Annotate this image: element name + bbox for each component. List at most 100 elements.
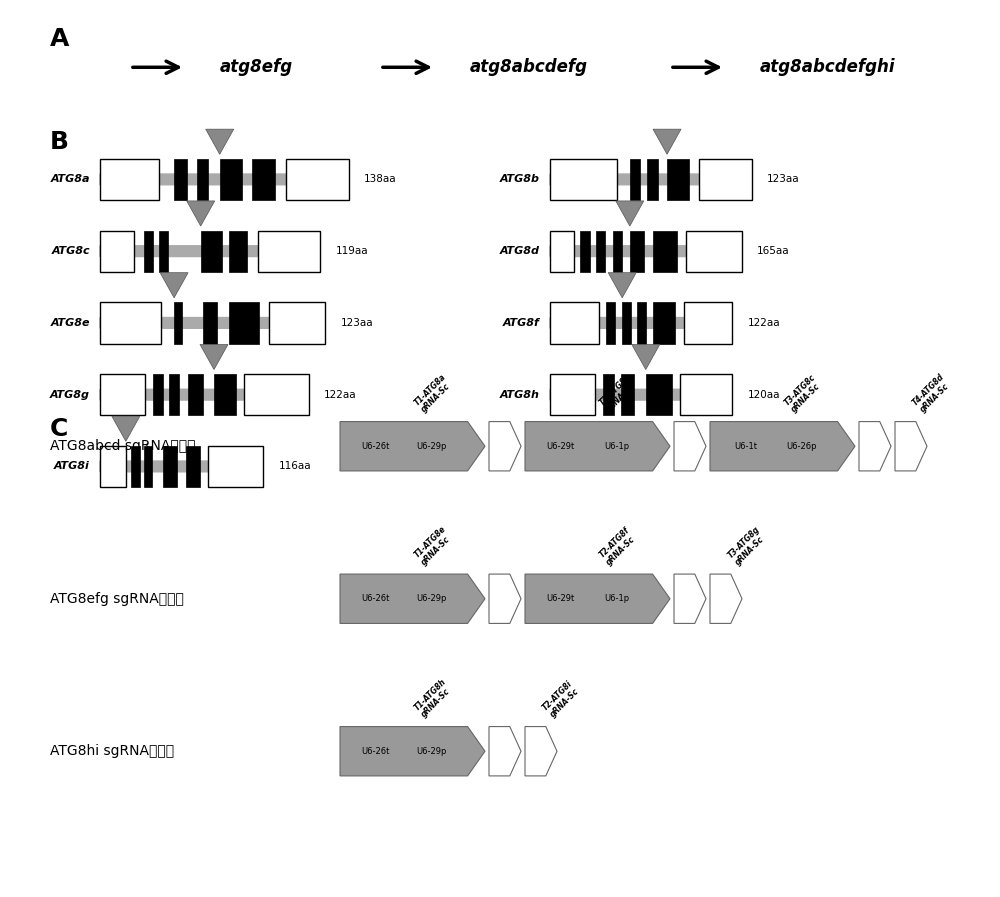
Bar <box>131 446 140 487</box>
Bar <box>258 231 320 272</box>
FancyArrow shape <box>550 243 742 259</box>
FancyArrow shape <box>550 387 732 403</box>
Bar <box>197 159 208 200</box>
Polygon shape <box>489 422 521 471</box>
Polygon shape <box>489 574 521 623</box>
Text: 122aa: 122aa <box>324 389 357 400</box>
Text: ATG8abcd sgRNA表达盒: ATG8abcd sgRNA表达盒 <box>50 440 196 453</box>
Polygon shape <box>525 574 670 623</box>
Bar <box>550 302 599 344</box>
Polygon shape <box>895 422 927 471</box>
Bar <box>203 302 217 344</box>
Bar <box>686 231 742 272</box>
Text: ATG8hi sgRNA表达盒: ATG8hi sgRNA表达盒 <box>50 745 174 758</box>
Bar <box>630 159 640 200</box>
Bar <box>208 446 263 487</box>
FancyArrow shape <box>100 315 325 331</box>
Text: ATG8c: ATG8c <box>51 246 90 257</box>
Bar <box>596 231 605 272</box>
Bar <box>144 231 153 272</box>
Text: ATG8h: ATG8h <box>500 389 540 400</box>
Bar <box>647 159 658 200</box>
Polygon shape <box>340 727 485 776</box>
Polygon shape <box>200 344 228 370</box>
Bar <box>269 302 325 344</box>
Polygon shape <box>489 727 521 776</box>
Text: ATG8f: ATG8f <box>503 318 540 328</box>
Polygon shape <box>160 273 188 298</box>
Bar <box>159 231 168 272</box>
Bar <box>603 374 614 415</box>
Text: U6-26p: U6-26p <box>787 441 817 451</box>
Text: 116aa: 116aa <box>278 461 311 472</box>
Bar <box>550 159 616 200</box>
Polygon shape <box>340 574 485 623</box>
Bar <box>699 159 752 200</box>
Text: U6-29p: U6-29p <box>417 441 447 451</box>
Text: 120aa: 120aa <box>747 389 780 400</box>
Polygon shape <box>206 129 234 154</box>
Bar <box>214 374 236 415</box>
Text: U6-26t: U6-26t <box>362 441 390 451</box>
Bar <box>622 302 631 344</box>
Text: atg8abcdefg: atg8abcdefg <box>470 58 588 76</box>
Text: U6-29p: U6-29p <box>417 746 447 756</box>
Polygon shape <box>340 422 485 471</box>
Text: T4-ATG8d
gRNA-Sc: T4-ATG8d gRNA-Sc <box>911 371 954 414</box>
Bar <box>637 302 646 344</box>
Text: T1-ATG8h
gRNA-Sc: T1-ATG8h gRNA-Sc <box>413 676 455 719</box>
Polygon shape <box>112 416 140 441</box>
Text: U6-1p: U6-1p <box>604 594 629 604</box>
Polygon shape <box>608 273 636 298</box>
Bar <box>252 159 275 200</box>
Bar <box>163 446 177 487</box>
Polygon shape <box>616 201 644 226</box>
Bar <box>144 446 152 487</box>
Bar <box>153 374 163 415</box>
Bar <box>653 231 677 272</box>
Bar <box>229 302 259 344</box>
FancyArrow shape <box>550 315 732 331</box>
Bar <box>100 159 159 200</box>
Text: ATG8e: ATG8e <box>51 318 90 328</box>
Text: ATG8d: ATG8d <box>500 246 540 257</box>
Text: C: C <box>50 417 68 441</box>
Bar <box>174 159 187 200</box>
Bar <box>188 374 203 415</box>
Bar <box>684 302 732 344</box>
Bar <box>174 302 182 344</box>
Polygon shape <box>710 422 855 471</box>
Text: U6-1p: U6-1p <box>604 441 629 451</box>
Bar <box>100 302 161 344</box>
Text: U6-29t: U6-29t <box>547 441 575 451</box>
Text: 123aa: 123aa <box>340 318 373 328</box>
Bar <box>244 374 309 415</box>
Bar <box>220 159 242 200</box>
Polygon shape <box>525 422 670 471</box>
Bar <box>286 159 349 200</box>
Text: U6-1t: U6-1t <box>734 441 757 451</box>
Polygon shape <box>710 574 742 623</box>
Text: T3-ATG8g
gRNA-Sc: T3-ATG8g gRNA-Sc <box>726 524 769 567</box>
Text: 123aa: 123aa <box>767 174 799 185</box>
Text: T3-ATG8c
gRNA-Sc: T3-ATG8c gRNA-Sc <box>783 372 825 414</box>
Bar <box>646 374 672 415</box>
Bar <box>100 231 134 272</box>
FancyArrow shape <box>100 387 309 403</box>
Text: 165aa: 165aa <box>757 246 790 257</box>
Text: atg8efg: atg8efg <box>220 58 293 76</box>
Text: ATG8b: ATG8b <box>500 174 540 185</box>
Text: A: A <box>50 27 69 51</box>
Bar <box>169 374 179 415</box>
Polygon shape <box>653 129 681 154</box>
Text: ATG8a: ATG8a <box>51 174 90 185</box>
Bar <box>580 231 590 272</box>
FancyArrow shape <box>550 171 752 187</box>
Polygon shape <box>674 422 706 471</box>
Bar <box>100 374 145 415</box>
Text: U6-29p: U6-29p <box>417 594 447 604</box>
Text: ATG8g: ATG8g <box>50 389 90 400</box>
FancyArrow shape <box>100 171 349 187</box>
Bar <box>186 446 200 487</box>
Text: atg8abcdefghi: atg8abcdefghi <box>760 58 896 76</box>
